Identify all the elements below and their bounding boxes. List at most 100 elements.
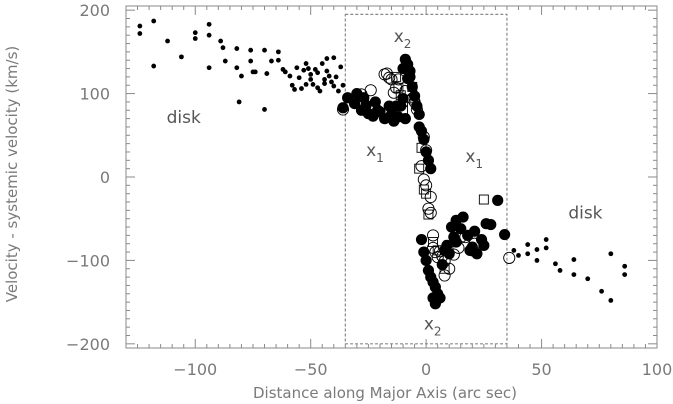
small-dot-point	[287, 73, 293, 79]
orbit-label: x	[465, 147, 475, 167]
small-dot-point	[282, 69, 288, 75]
filled-circle-point	[399, 113, 411, 125]
open-circle-point	[392, 73, 405, 86]
small-dot-point	[329, 79, 334, 85]
open-circle-point	[410, 103, 423, 116]
small-dot-point	[236, 99, 242, 105]
open-circle-point	[366, 100, 380, 113]
small-dot-point	[301, 67, 307, 73]
small-dot-point	[622, 272, 628, 277]
filled-circle-point	[420, 254, 432, 267]
open-square-point	[398, 96, 408, 107]
small-dot-point	[234, 46, 240, 51]
filled-circle-point	[397, 62, 409, 75]
x-tick-label: 50	[531, 360, 551, 379]
small-dot-point	[315, 85, 321, 91]
small-dot-point	[317, 88, 323, 94]
small-dot-point	[137, 31, 143, 36]
disk-label: disk	[568, 204, 602, 224]
x-tick-label: 0	[421, 360, 431, 379]
small-dot-point	[275, 57, 281, 63]
open-circle-point	[364, 84, 377, 97]
small-dot-point	[331, 55, 337, 61]
filled-circle-point	[397, 92, 409, 105]
small-dot-point	[622, 263, 628, 269]
open-circle-point	[503, 251, 516, 264]
open-square-point	[393, 82, 404, 93]
x-tick-labels: −100 −50 0 50 100	[173, 360, 672, 379]
open-circle-point	[415, 160, 428, 173]
open-square-point	[398, 105, 408, 116]
small-dot-point	[289, 82, 295, 88]
small-dot-point	[308, 77, 314, 82]
small-dot-point	[296, 75, 302, 81]
small-dot-point	[305, 66, 311, 71]
x-axis-label: Distance along Major Axis (arc sec)	[253, 384, 517, 402]
small-dot-point	[543, 245, 549, 251]
small-dot-point	[312, 66, 318, 72]
open-square-point	[439, 263, 450, 274]
small-dot-point	[234, 65, 240, 71]
small-dot-point	[264, 71, 270, 76]
orbit-label-subscript: 2	[434, 325, 442, 339]
small-dot-point	[303, 82, 309, 87]
small-dot-point	[220, 45, 226, 51]
orbit-label: x	[366, 141, 376, 161]
open-square-point	[391, 71, 402, 82]
open-circle-point	[431, 251, 444, 264]
open-circle-point	[422, 202, 435, 215]
small-dot-point	[308, 72, 314, 77]
small-dot-point	[338, 64, 344, 70]
small-dot-point	[326, 73, 332, 79]
filled-circle-point	[469, 225, 481, 237]
open-square-point	[407, 81, 418, 92]
open-square-point	[421, 188, 432, 199]
axis-ticks	[126, 6, 658, 348]
open-circle-point	[427, 229, 440, 242]
filled-circle-point	[443, 248, 455, 260]
small-dot-point	[269, 58, 274, 64]
data-points	[137, 18, 628, 310]
x1-x2-region-box	[344, 13, 508, 345]
orbit-label-subscript: 1	[475, 157, 483, 171]
small-dot-point	[292, 87, 297, 92]
filled-circle-point	[404, 71, 416, 83]
small-dot-point	[206, 21, 212, 27]
small-dot-point	[192, 30, 198, 36]
open-square-point	[395, 90, 406, 101]
y-tick-labels: −200 −100 0 100 200	[66, 1, 110, 354]
x-tick-label: 100	[642, 360, 673, 379]
small-dot-point	[322, 81, 327, 86]
open-square-point	[409, 92, 420, 103]
y-tick-label: 0	[100, 168, 110, 187]
small-dot-point	[331, 83, 337, 89]
small-dot-point	[294, 65, 300, 71]
small-dot-point	[571, 257, 577, 262]
x-tick-label: −100	[173, 360, 217, 379]
small-dot-point	[206, 32, 212, 38]
small-dot-point	[222, 58, 228, 64]
small-dot-point	[252, 69, 258, 75]
y-axis-label: Velocity - systemic velocity (km/s)	[3, 46, 21, 302]
open-circle-point	[468, 237, 481, 250]
open-square-point	[414, 163, 425, 174]
small-dot-point	[525, 242, 531, 247]
y-tick-label: 200	[79, 1, 110, 20]
small-dot-point	[137, 23, 143, 29]
open-square-point	[423, 209, 434, 220]
filled-circle-point	[348, 97, 361, 110]
small-dot-point	[248, 58, 254, 64]
open-circle-point	[417, 173, 430, 186]
small-dot-point	[511, 248, 517, 253]
small-dot-point	[310, 82, 316, 87]
small-dot-point	[322, 77, 327, 82]
open-circle-point	[383, 71, 396, 84]
region-rect	[344, 13, 508, 345]
open-circle-point	[438, 255, 451, 268]
open-square-point	[416, 142, 427, 153]
small-dot-point	[557, 268, 563, 273]
small-dot-point	[218, 38, 224, 44]
open-circle-point	[438, 269, 451, 282]
orbit-label: x	[394, 27, 404, 47]
